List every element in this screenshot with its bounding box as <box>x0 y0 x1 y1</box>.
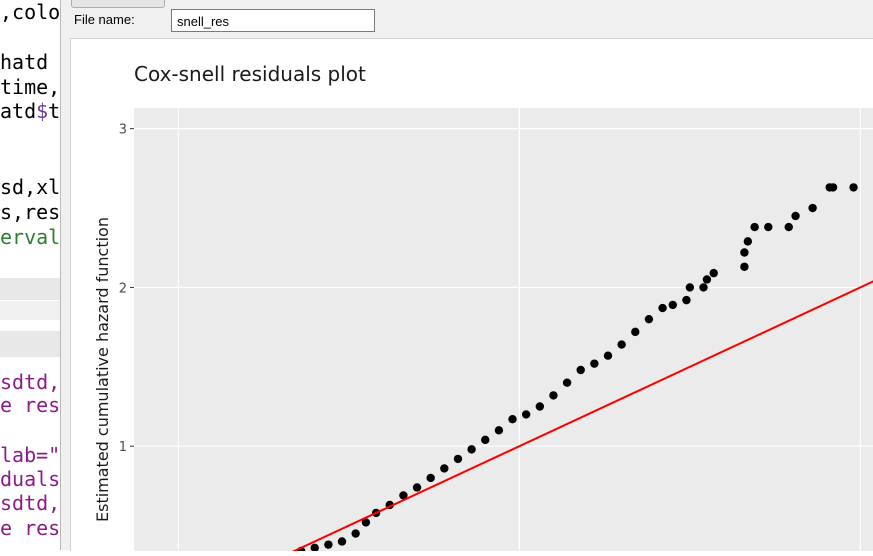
point <box>562 378 572 387</box>
code-line: e res <box>0 516 60 540</box>
chart: Cox-snell residuals plot 1 2 3 Estimated cum… <box>93 62 873 551</box>
chart-title: Cox-snell residuals plot <box>134 62 366 86</box>
point <box>337 537 347 546</box>
code-token: s,res <box>0 200 61 224</box>
button[interactable] <box>71 0 165 8</box>
point <box>508 415 517 424</box>
point <box>549 391 558 400</box>
point <box>617 340 626 349</box>
point <box>535 402 545 411</box>
point <box>791 211 800 221</box>
point <box>685 283 695 292</box>
code-line: atd$t <box>0 99 60 123</box>
point <box>702 275 712 284</box>
code-token: time, <box>0 75 61 99</box>
point <box>494 426 504 435</box>
plot-panel <box>134 108 873 551</box>
point <box>808 203 817 213</box>
code-line: sdtd, <box>0 370 60 394</box>
code-token: e res <box>0 393 61 417</box>
point <box>849 183 858 192</box>
file-name-input[interactable]: snell_res <box>171 9 375 32</box>
point <box>750 222 759 232</box>
point <box>740 262 749 271</box>
point <box>631 327 640 337</box>
code-token: t <box>48 99 61 123</box>
point <box>784 222 793 232</box>
code-line: lab=" <box>0 443 60 467</box>
point <box>740 248 749 257</box>
code-token: e res <box>0 516 61 540</box>
code-token: erval <box>0 225 61 249</box>
point <box>481 435 490 445</box>
panel-strip <box>0 331 62 357</box>
code-line: hatd <box>0 50 48 74</box>
code-token: lab=" <box>0 443 61 467</box>
panel-strip <box>0 278 62 300</box>
code-token: $ <box>36 99 49 123</box>
y-tick-label: 1 <box>119 440 127 455</box>
point <box>828 183 838 192</box>
code-line: e res <box>0 393 60 417</box>
point <box>453 454 463 464</box>
point <box>521 410 531 419</box>
point <box>467 445 476 454</box>
code-token: ,colo <box>0 0 61 24</box>
point <box>426 473 435 483</box>
code-token: sdtd, <box>0 370 61 394</box>
code-token: duals <box>0 467 61 491</box>
code-line: time, <box>0 75 60 99</box>
code-line: sdtd, <box>0 491 60 515</box>
point <box>576 365 585 375</box>
panel-strip <box>0 301 62 320</box>
point <box>644 314 654 324</box>
point <box>603 351 613 360</box>
code-token: sd,xl <box>0 175 61 199</box>
point <box>743 237 753 246</box>
code-line: erval <box>0 225 60 249</box>
point <box>699 283 708 292</box>
code-line: sd,xl <box>0 175 60 199</box>
point <box>440 464 449 473</box>
file-name-label: File name: <box>74 12 135 27</box>
code-token: sdtd, <box>0 491 61 515</box>
code-token: hatd <box>0 50 49 74</box>
point <box>764 222 773 232</box>
point <box>709 268 718 278</box>
point <box>412 483 422 492</box>
point <box>324 540 333 549</box>
plot-preview: Cox-snell residuals plot 1 2 3 Estimated cum… <box>70 38 873 551</box>
code-token: atd <box>0 99 37 123</box>
code-line: duals <box>0 467 60 491</box>
code-line: s,res <box>0 200 60 224</box>
point <box>351 529 360 538</box>
y-tick-label: 3 <box>119 123 127 138</box>
point <box>361 518 371 527</box>
plot-marks <box>291 183 873 551</box>
y-axis-label: Estimated cumulative hazard function <box>93 217 112 522</box>
point <box>590 359 599 368</box>
point <box>399 491 408 500</box>
point <box>310 543 319 551</box>
point <box>682 295 691 305</box>
point <box>658 303 667 313</box>
code-editor: ,colo hatd time, atd$t sd,xl s,res erval sdtd, e… <box>0 0 62 550</box>
point <box>668 300 678 310</box>
y-tick-label: 2 <box>119 281 127 296</box>
reference-line <box>291 280 873 551</box>
code-line: ,colo <box>0 0 60 24</box>
